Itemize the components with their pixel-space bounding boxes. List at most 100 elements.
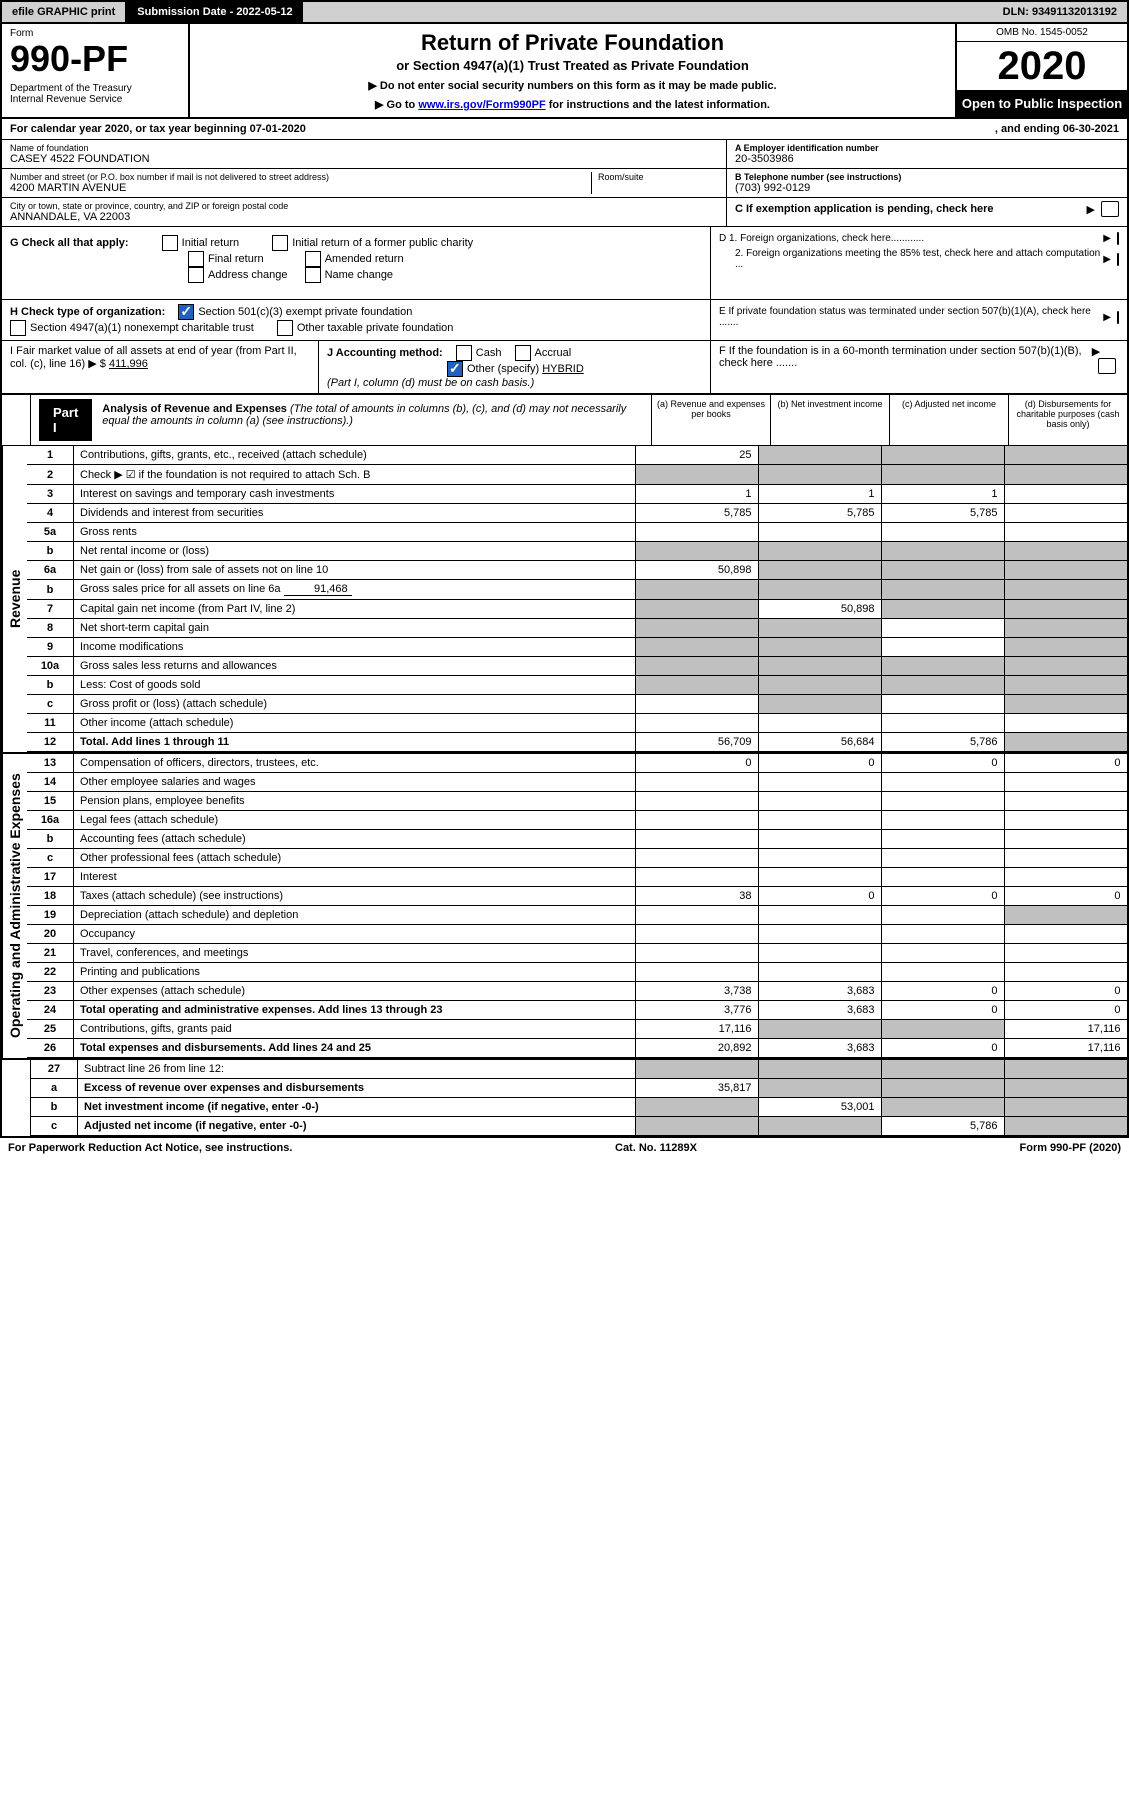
j-label: J Accounting method: [327, 347, 443, 359]
g-opt-3: Initial return of a former public charit… [292, 237, 473, 249]
row-num: 4 [27, 504, 74, 523]
j-accrual: Accrual [535, 347, 572, 359]
cell-b [758, 868, 881, 887]
exemption-pending-checkbox[interactable] [1101, 201, 1119, 217]
cell-d: 0 [1004, 887, 1127, 906]
instr-2-suffix: for instructions and the latest informat… [546, 99, 770, 111]
j-cash: Cash [476, 347, 502, 359]
row-label: Legal fees (attach schedule) [74, 811, 636, 830]
ein-label: A Employer identification number [735, 143, 1119, 153]
cell-c: 0 [881, 1001, 1004, 1020]
expenses-side-label: Operating and Administrative Expenses [2, 754, 27, 1058]
row-num: 24 [27, 1001, 74, 1020]
g-label: G Check all that apply: [10, 237, 129, 249]
e-checkbox[interactable] [1117, 311, 1119, 324]
row-label: Contributions, gifts, grants paid [74, 1020, 636, 1039]
cell-a: 1 [635, 485, 758, 504]
initial-return-checkbox[interactable] [162, 235, 178, 251]
cell-c [881, 580, 1004, 600]
row-num: 12 [27, 733, 74, 752]
501c3-checkbox[interactable] [178, 304, 194, 320]
cell-b [758, 561, 881, 580]
row-label: Capital gain net income (from Part IV, l… [74, 600, 636, 619]
name-change-checkbox[interactable] [305, 267, 321, 283]
row-num: 27 [31, 1060, 78, 1079]
omb-number: OMB No. 1545-0052 [957, 24, 1127, 42]
cell-d [1004, 619, 1127, 638]
cell-d [1004, 600, 1127, 619]
row-label: Other professional fees (attach schedule… [74, 849, 636, 868]
d2-checkbox[interactable] [1117, 253, 1119, 266]
cell-c [881, 676, 1004, 695]
cell-d: 0 [1004, 982, 1127, 1001]
row-num: c [27, 849, 74, 868]
cell-b [758, 1060, 881, 1079]
footer-left: For Paperwork Reduction Act Notice, see … [8, 1142, 292, 1154]
cash-checkbox[interactable] [456, 345, 472, 361]
cell-d [1004, 523, 1127, 542]
row-label: Taxes (attach schedule) (see instruction… [74, 887, 636, 906]
cell-a [635, 638, 758, 657]
row-num: 13 [27, 754, 74, 773]
tax-year: 2020 [957, 42, 1127, 90]
efile-print-button[interactable]: efile GRAPHIC print [2, 2, 127, 22]
row-label: Gross profit or (loss) (attach schedule) [74, 695, 636, 714]
phone: (703) 992-0129 [735, 182, 1119, 194]
cell-b [758, 963, 881, 982]
amended-return-checkbox[interactable] [305, 251, 321, 267]
accrual-checkbox[interactable] [515, 345, 531, 361]
cell-c [881, 773, 1004, 792]
d1-checkbox[interactable] [1117, 232, 1119, 245]
cell-b [758, 446, 881, 465]
cell-d: 17,116 [1004, 1020, 1127, 1039]
initial-return-former-checkbox[interactable] [272, 235, 288, 251]
cell-a [635, 676, 758, 695]
cell-c [881, 868, 1004, 887]
row-label: Other expenses (attach schedule) [74, 982, 636, 1001]
open-to-public: Open to Public Inspection [957, 90, 1127, 117]
other-method-checkbox[interactable] [447, 361, 463, 377]
cell-a [635, 657, 758, 676]
cell-a [635, 944, 758, 963]
cell-c [881, 523, 1004, 542]
row-label: Check ▶ ☑ if the foundation is not requi… [74, 465, 636, 485]
cell-d [1004, 638, 1127, 657]
cell-d [1004, 485, 1127, 504]
cell-d [1004, 714, 1127, 733]
row-label: Travel, conferences, and meetings [74, 944, 636, 963]
row-num: 19 [27, 906, 74, 925]
cell-a [635, 792, 758, 811]
cell-a [635, 465, 758, 485]
cell-d [1004, 944, 1127, 963]
cell-b [758, 773, 881, 792]
instr-2-prefix: ▶ Go to [375, 99, 418, 111]
address-change-checkbox[interactable] [188, 267, 204, 283]
cell-d [1004, 830, 1127, 849]
addr-label: Number and street (or P.O. box number if… [10, 172, 591, 182]
final-return-checkbox[interactable] [188, 251, 204, 267]
d1-label: D 1. Foreign organizations, check here..… [719, 233, 924, 244]
row-num: b [27, 676, 74, 695]
row-num: b [31, 1098, 78, 1117]
row-label: Subtract line 26 from line 12: [78, 1060, 636, 1079]
h-label: H Check type of organization: [10, 306, 165, 318]
cell-a [635, 1098, 758, 1117]
cell-c [881, 792, 1004, 811]
j-note: (Part I, column (d) must be on cash basi… [327, 377, 534, 389]
cell-b: 53,001 [758, 1098, 881, 1117]
instructions-link[interactable]: www.irs.gov/Form990PF [418, 99, 545, 111]
other-taxable-checkbox[interactable] [277, 320, 293, 336]
row-label: Depreciation (attach schedule) and deple… [74, 906, 636, 925]
cell-a [635, 1117, 758, 1136]
cell-d [1004, 773, 1127, 792]
f-checkbox[interactable] [1098, 358, 1116, 374]
cell-a [635, 830, 758, 849]
cell-c [881, 657, 1004, 676]
cell-b [758, 638, 881, 657]
cell-a: 38 [635, 887, 758, 906]
cell-c [881, 1098, 1004, 1117]
col-b-header: (b) Net investment income [770, 395, 889, 445]
4947-checkbox[interactable] [10, 320, 26, 336]
cell-a [635, 849, 758, 868]
row-num: 21 [27, 944, 74, 963]
